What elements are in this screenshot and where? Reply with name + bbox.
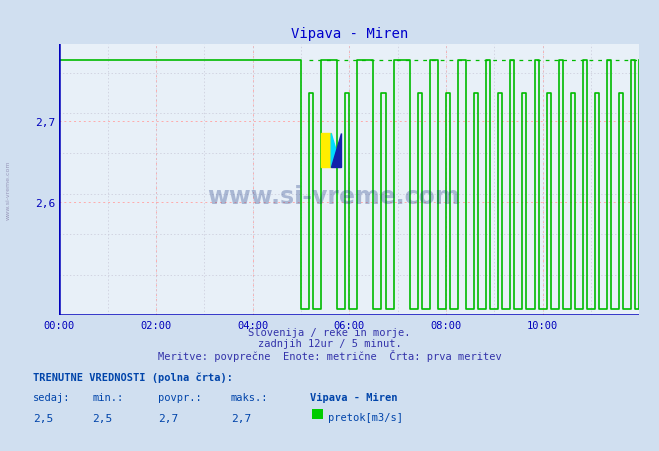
Text: povpr.:: povpr.: <box>158 392 202 402</box>
Text: 2,5: 2,5 <box>92 413 113 423</box>
Text: maks.:: maks.: <box>231 392 268 402</box>
Text: pretok[m3/s]: pretok[m3/s] <box>328 412 403 422</box>
Text: 2,7: 2,7 <box>231 413 251 423</box>
Title: Vipava - Miren: Vipava - Miren <box>291 27 408 41</box>
Text: www.si-vreme.com: www.si-vreme.com <box>207 184 459 208</box>
Polygon shape <box>331 134 341 168</box>
Text: www.si-vreme.com: www.si-vreme.com <box>6 160 11 219</box>
Text: 2,7: 2,7 <box>158 413 179 423</box>
Text: sedaj:: sedaj: <box>33 392 71 402</box>
Text: Slovenija / reke in morje.: Slovenija / reke in morje. <box>248 327 411 337</box>
Text: zadnjih 12ur / 5 minut.: zadnjih 12ur / 5 minut. <box>258 338 401 348</box>
Text: 2,5: 2,5 <box>33 413 53 423</box>
Text: Meritve: povprečne  Enote: metrične  Črta: prva meritev: Meritve: povprečne Enote: metrične Črta:… <box>158 350 501 362</box>
Text: TRENUTNE VREDNOSTI (polna črta):: TRENUTNE VREDNOSTI (polna črta): <box>33 372 233 382</box>
Text: Vipava - Miren: Vipava - Miren <box>310 392 397 402</box>
Text: min.:: min.: <box>92 392 123 402</box>
Polygon shape <box>331 134 341 168</box>
Polygon shape <box>321 134 331 168</box>
